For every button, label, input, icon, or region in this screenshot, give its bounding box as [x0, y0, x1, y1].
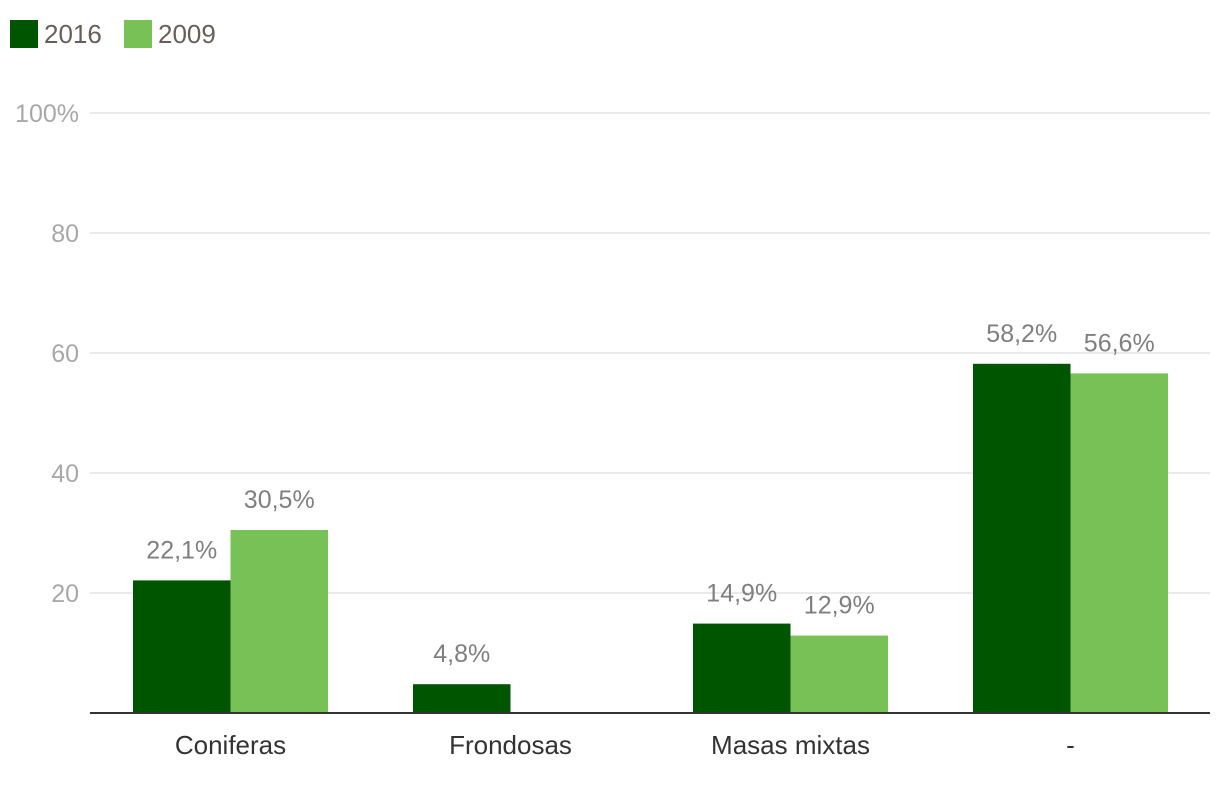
data-label-2009-0: 30,5% [244, 486, 315, 514]
x-tick-label: - [1066, 730, 1075, 760]
x-tick-label: Coniferas [175, 730, 286, 760]
y-tick-label: 100% [15, 100, 79, 128]
data-label-2016-1: 4,8% [433, 640, 490, 668]
bar-2009-2 [790, 635, 888, 713]
bar-2016-0 [133, 580, 231, 713]
chart-bars [133, 363, 1168, 713]
bar-2009-0 [230, 530, 328, 713]
y-tick-label: 60 [51, 340, 79, 368]
data-label-2016-2: 14,9% [706, 580, 777, 608]
bar-2016-2 [693, 623, 791, 713]
legend-swatch-2016 [10, 20, 38, 48]
y-axis-ticks: 100% 80 60 40 20 [15, 100, 79, 608]
data-label-2016-3: 58,2% [986, 320, 1057, 348]
bar-2016-1 [413, 684, 511, 713]
chart-legend: 2016 2009 [10, 19, 216, 49]
legend-label-2016: 2016 [44, 19, 102, 49]
y-tick-label: 40 [51, 460, 79, 488]
bar-2009-3 [1070, 373, 1168, 713]
x-axis-ticks: Coniferas Frondosas Masas mixtas - [175, 730, 1075, 760]
data-label-2016-0: 22,1% [146, 536, 217, 564]
data-labels: 22,1% 30,5% 4,8% 14,9% 12,9% 58,2% 56,6% [146, 320, 1154, 668]
x-tick-label: Masas mixtas [711, 730, 870, 760]
y-tick-label: 80 [51, 220, 79, 248]
x-tick-label: Frondosas [449, 730, 572, 760]
legend-label-2009: 2009 [158, 19, 216, 49]
data-label-2009-3: 56,6% [1084, 329, 1155, 357]
data-label-2009-2: 12,9% [804, 592, 875, 620]
legend-swatch-2009 [124, 20, 152, 48]
bar-2016-3 [973, 363, 1071, 713]
y-tick-label: 20 [51, 580, 79, 608]
